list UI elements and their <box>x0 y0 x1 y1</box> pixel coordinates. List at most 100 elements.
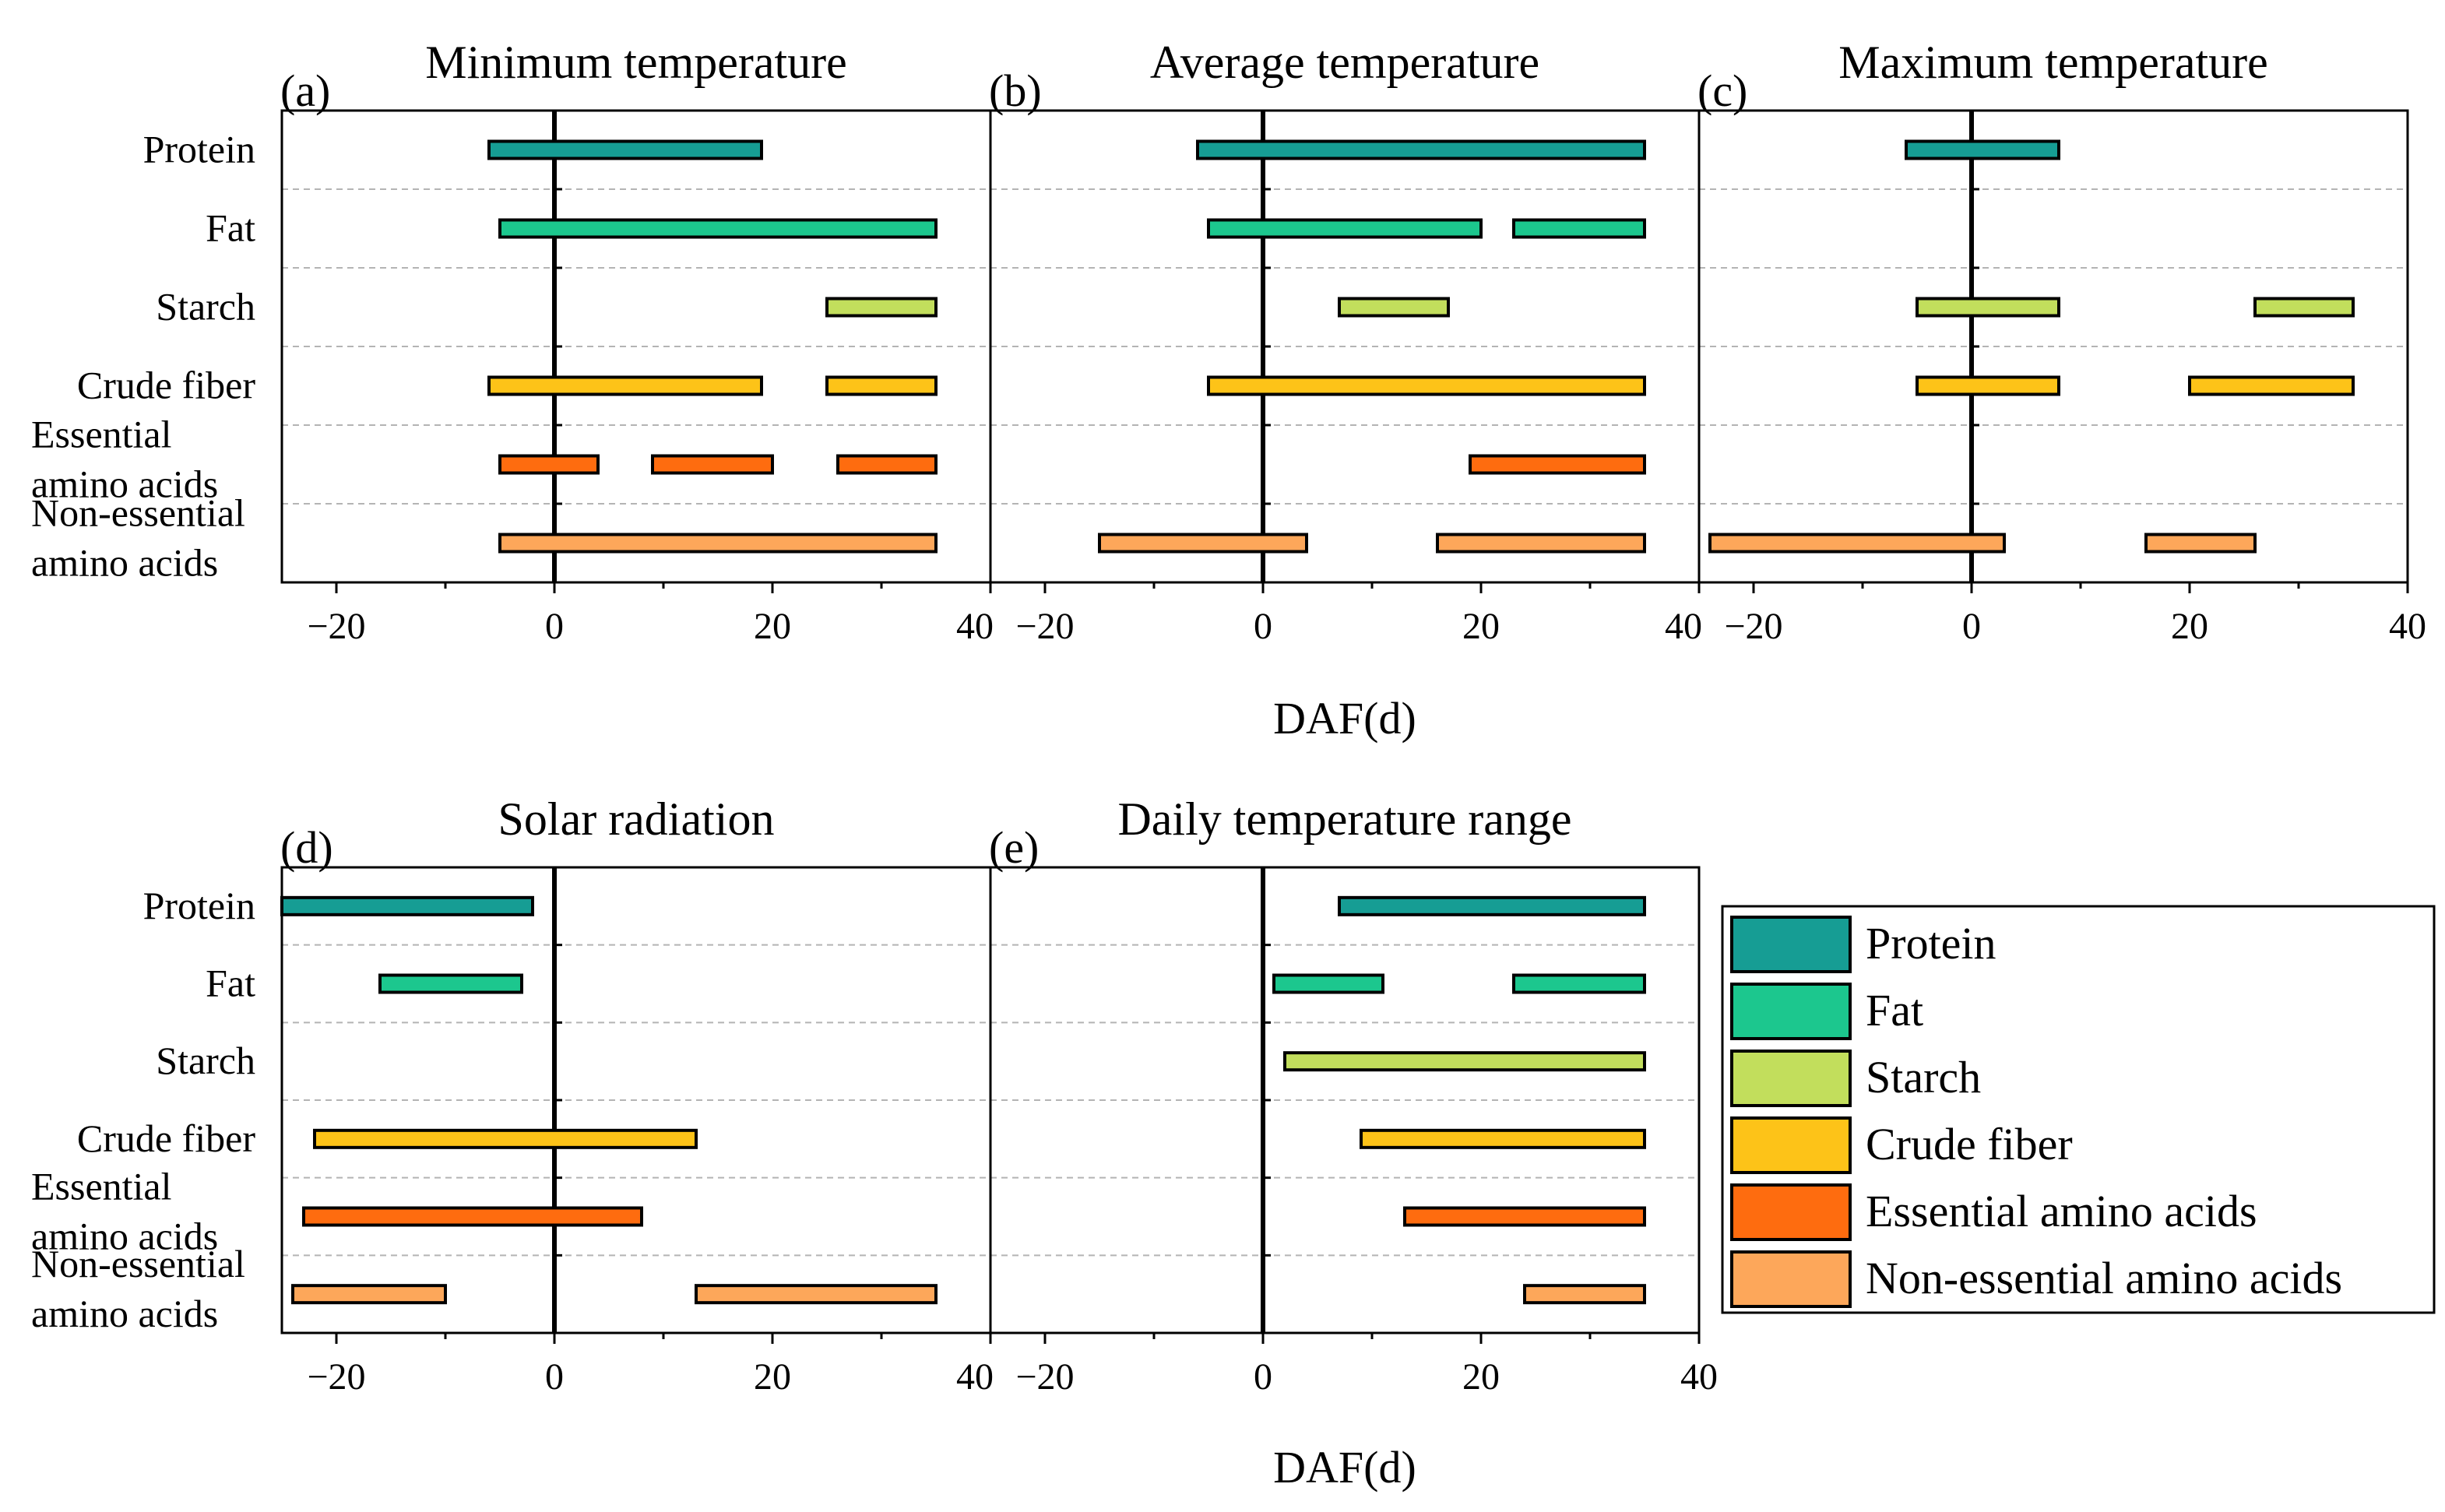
bar-crude-fiber <box>1916 375 2060 396</box>
x-tick-label: 0 <box>545 1356 564 1398</box>
x-tick-label: 0 <box>1254 1356 1272 1398</box>
x-tick-label: −20 <box>1724 606 1782 647</box>
bar-protein <box>1905 139 2060 160</box>
y-category-label: Fat <box>206 962 255 1005</box>
x-tick-label: −20 <box>307 1356 365 1398</box>
panel-label: (b) <box>989 65 1042 116</box>
bar-fat <box>1512 218 1646 239</box>
y-category-label: amino acids <box>31 1215 218 1258</box>
bar-crude-fiber <box>1360 1128 1646 1149</box>
x-tick-label: −20 <box>307 606 365 647</box>
legend-label: Essential amino acids <box>1866 1186 2257 1236</box>
y-category-label: amino acids <box>31 1292 218 1335</box>
panel-3: Maximum temperature (c) −20 0 20 40 <box>1697 37 2426 647</box>
y-category-label: Crude fiber <box>77 364 255 407</box>
y-category-label: Starch <box>156 1039 255 1082</box>
bar-fat <box>378 973 523 994</box>
panel-title: Solar radiation <box>498 793 775 845</box>
bar-essential-amino-acids <box>302 1206 643 1227</box>
panel-2: Average temperature (b) −20 0 20 40 <box>989 37 1702 647</box>
bar-starch <box>1338 297 1450 318</box>
x-axis-label-top: DAF(d) <box>1273 693 1416 744</box>
bar-crude-fiber <box>825 375 938 396</box>
panel-title: Average temperature <box>1150 37 1539 88</box>
panel-label: (e) <box>989 822 1039 873</box>
bar-fat <box>498 218 938 239</box>
bar-starch <box>1916 297 2060 318</box>
panel-1: Minimum temperature (a) −20 0 20 40 Protein Fat… <box>31 37 994 647</box>
bar-crude-fiber <box>487 375 763 396</box>
x-tick-label: 0 <box>1962 606 1981 647</box>
bar-essential-amino-acids <box>1469 454 1646 475</box>
panel-label: (c) <box>1697 65 1747 116</box>
x-tick-label: 40 <box>1680 1356 1718 1398</box>
y-category-label: amino acids <box>31 541 218 585</box>
x-tick-label: 0 <box>545 606 564 647</box>
panel-5: Daily temperature range (e) −20 0 20 40 <box>989 793 1718 1398</box>
x-tick-label: 0 <box>1254 606 1272 647</box>
x-tick-label: 20 <box>1462 606 1500 647</box>
bar-fat <box>1272 973 1384 994</box>
x-tick-label: 40 <box>956 1356 994 1398</box>
bar-starch <box>1283 1051 1646 1072</box>
bar-fat <box>1207 218 1483 239</box>
x-tick-label: 20 <box>2171 606 2208 647</box>
panel-frame <box>1697 109 2409 584</box>
bar-non-essential-amino-acids <box>2144 533 2257 554</box>
y-category-label: Essential <box>31 413 172 456</box>
legend-swatch <box>1730 1183 1852 1241</box>
bar-fat <box>1512 973 1646 994</box>
panel-4: Solar radiation (d) −20 0 20 40 Protein Fat Star… <box>31 793 994 1398</box>
bar-starch <box>2253 297 2355 318</box>
legend-swatch <box>1730 1116 1852 1174</box>
legend-swatch <box>1730 916 1852 973</box>
legend: Protein Fat Starch Crude fiber Essential ami… <box>1721 905 2436 1314</box>
bar-essential-amino-acids <box>498 454 600 475</box>
x-tick-label: −20 <box>1015 1356 1074 1398</box>
bar-essential-amino-acids <box>1403 1206 1646 1227</box>
x-tick-label: 20 <box>1462 1356 1500 1398</box>
bar-essential-amino-acids <box>836 454 938 475</box>
bar-non-essential-amino-acids <box>1523 1284 1646 1305</box>
bar-protein <box>487 139 763 160</box>
bar-crude-fiber <box>1207 375 1646 396</box>
panel-title: Maximum temperature <box>1838 37 2267 88</box>
x-tick-label: 40 <box>1665 606 1702 647</box>
legend-box <box>1721 905 2436 1314</box>
y-category-label: Fat <box>206 206 255 250</box>
bar-protein <box>1338 895 1646 916</box>
panel-label: (d) <box>280 822 333 873</box>
y-category-label: Crude fiber <box>77 1116 255 1160</box>
bar-essential-amino-acids <box>651 454 774 475</box>
panel-title: Minimum temperature <box>425 37 847 88</box>
legend-label: Crude fiber <box>1866 1119 2073 1169</box>
x-tick-label: 40 <box>2389 606 2426 647</box>
bar-non-essential-amino-acids <box>291 1284 447 1305</box>
bar-non-essential-amino-acids <box>695 1284 938 1305</box>
bar-crude-fiber <box>313 1128 698 1149</box>
x-tick-label: 20 <box>754 606 791 647</box>
bar-crude-fiber <box>2188 375 2355 396</box>
y-category-label: Non-essential <box>31 1242 245 1285</box>
panel-label: (a) <box>280 65 330 116</box>
bar-starch <box>825 297 938 318</box>
panel-title: Daily temperature range <box>1117 793 1571 845</box>
x-tick-label: 40 <box>956 606 994 647</box>
legend-swatch <box>1730 1250 1852 1308</box>
y-category-label: Non-essential <box>31 491 245 535</box>
legend-label: Starch <box>1866 1052 1981 1102</box>
bar-non-essential-amino-acids <box>498 533 938 554</box>
x-tick-label: −20 <box>1015 606 1074 647</box>
bar-protein <box>280 895 534 916</box>
bar-non-essential-amino-acids <box>1436 533 1646 554</box>
y-category-label: Starch <box>156 285 255 329</box>
y-category-label: Essential <box>31 1165 172 1208</box>
legend-label: Non-essential amino acids <box>1866 1253 2342 1303</box>
y-category-label: Protein <box>143 128 255 171</box>
y-category-label: Protein <box>143 884 255 927</box>
legend-swatch <box>1730 983 1852 1040</box>
panel-frame <box>989 866 1701 1334</box>
bar-non-essential-amino-acids <box>1098 533 1308 554</box>
bar-non-essential-amino-acids <box>1708 533 2006 554</box>
